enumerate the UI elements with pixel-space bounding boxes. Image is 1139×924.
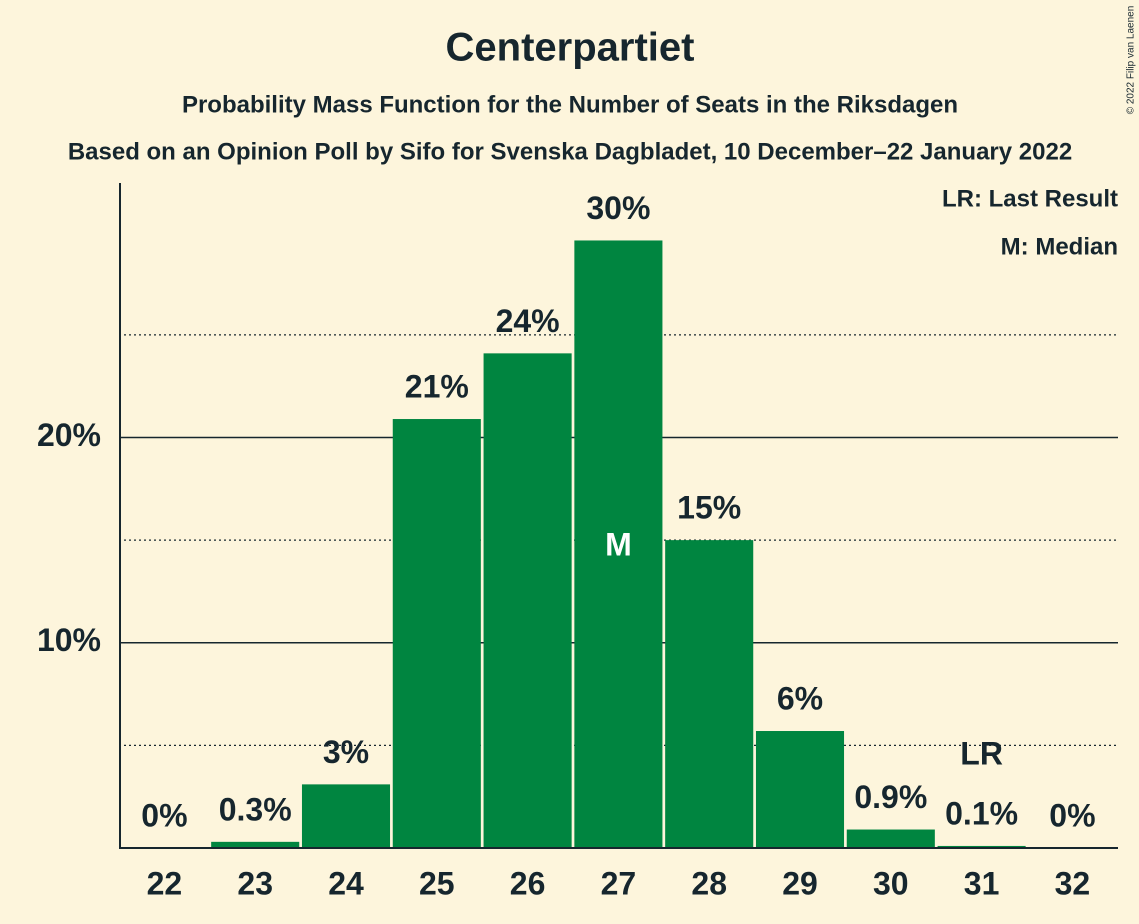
- x-tick-label: 28: [691, 865, 727, 901]
- y-tick-label: 10%: [37, 622, 101, 658]
- x-tick-label: 32: [1055, 865, 1091, 901]
- legend-entry: LR: Last Result: [942, 185, 1118, 212]
- x-tick-label: 27: [601, 865, 637, 901]
- x-tick-label: 25: [419, 865, 455, 901]
- median-marker: M: [605, 526, 632, 562]
- value-label: 24%: [496, 303, 560, 339]
- value-label: 15%: [677, 490, 741, 526]
- x-tick-label: 30: [873, 865, 909, 901]
- x-tick-label: 24: [328, 865, 364, 901]
- bar: [211, 841, 300, 848]
- value-label: 0.9%: [854, 779, 927, 815]
- value-label: 0.1%: [945, 795, 1018, 831]
- x-tick-label: 23: [237, 865, 273, 901]
- value-label: 0%: [1049, 797, 1095, 833]
- value-label: 0.3%: [219, 791, 292, 827]
- bar: [755, 731, 845, 848]
- value-label: 30%: [586, 190, 650, 226]
- bar: [846, 829, 935, 848]
- chart-subtitle: Probability Mass Function for the Number…: [182, 91, 958, 118]
- chart-subtitle: Based on an Opinion Poll by Sifo for Sve…: [68, 138, 1072, 165]
- x-tick-label: 22: [147, 865, 183, 901]
- x-tick-label: 31: [964, 865, 1000, 901]
- value-label: 21%: [405, 368, 469, 404]
- bar: [392, 419, 481, 848]
- x-tick-label: 29: [782, 865, 818, 901]
- copyright: © 2022 Filip van Laenen: [1126, 6, 1137, 115]
- bar: [665, 540, 754, 848]
- bar: [574, 240, 663, 849]
- value-label: 0%: [141, 797, 187, 833]
- bar: [937, 845, 1026, 848]
- legend-entry: M: Median: [1001, 233, 1118, 260]
- value-label: 6%: [777, 680, 823, 716]
- y-tick-label: 20%: [37, 417, 101, 453]
- bar: [301, 784, 391, 848]
- last-result-marker: LR: [960, 735, 1003, 771]
- value-label: 3%: [323, 734, 369, 770]
- x-tick-label: 26: [510, 865, 546, 901]
- bar: [483, 353, 572, 848]
- chart-title: Centerpartiet: [446, 26, 695, 70]
